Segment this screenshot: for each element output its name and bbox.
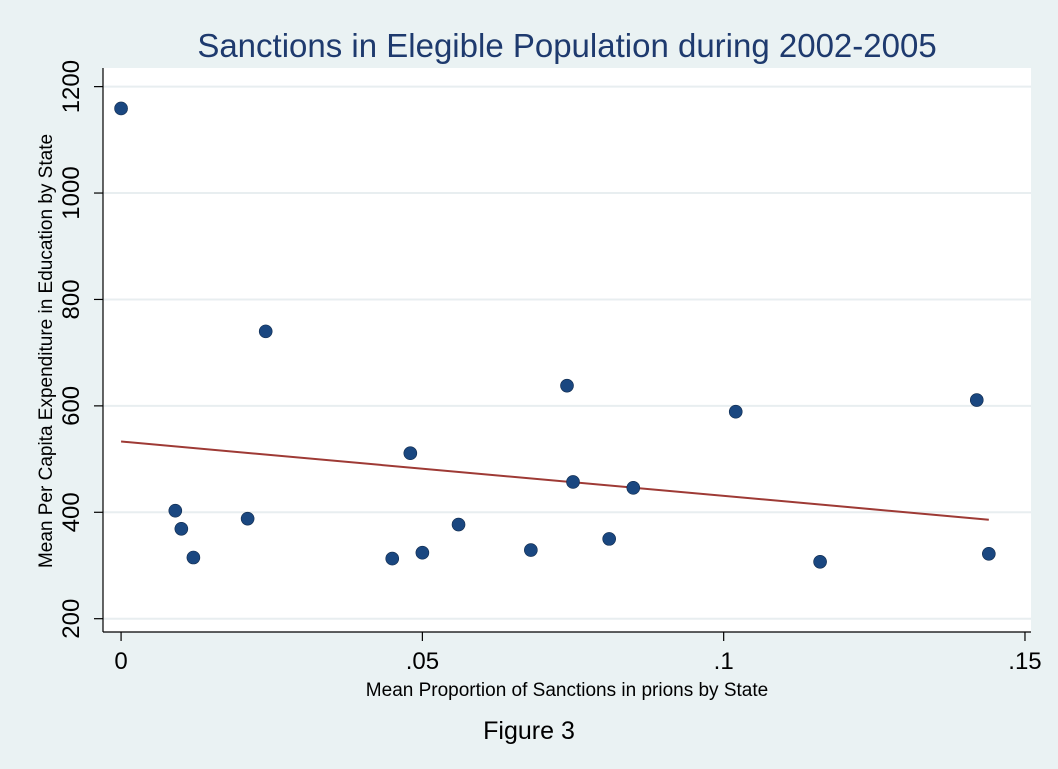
scatter-point (566, 475, 580, 489)
axes (102, 68, 1031, 633)
scatter-point (524, 543, 538, 557)
scatter-point (403, 446, 418, 461)
scatter-point (969, 393, 984, 407)
scatter-point (626, 481, 641, 495)
scatter-point (114, 101, 128, 116)
scatter-point (415, 545, 430, 560)
scatter-point (258, 324, 273, 339)
scatter-point (602, 532, 616, 546)
scatter-point (728, 404, 743, 419)
scatter-point (813, 554, 827, 569)
x-axis-label: Mean Proportion of Sanctions in prions b… (366, 680, 768, 701)
y-tick-label: 1200 (58, 60, 85, 113)
scatter-point (168, 503, 183, 518)
axis-ticks: 200 400 600 800 1000 1200 0 .05 .1 .15 (58, 60, 1042, 675)
fit-line (120, 440, 989, 521)
y-tick-label: 400 (58, 492, 85, 532)
scatter-point (982, 546, 996, 561)
y-axis-label: Mean Per Capita Expenditure in Education… (36, 134, 57, 568)
scatter-point (560, 378, 574, 393)
scatter-point (174, 521, 189, 536)
x-tick-label: .05 (406, 648, 439, 675)
scatter-point (385, 551, 400, 566)
x-tick-label: .15 (1008, 648, 1041, 675)
scatter-point (240, 511, 255, 526)
scatter-point (186, 550, 201, 565)
data-points (114, 101, 996, 569)
fit-line-group (120, 440, 989, 521)
x-tick-label: 0 (114, 648, 127, 675)
chart-title: Sanctions in Elegible Population during … (197, 27, 936, 64)
y-tick-label: 600 (58, 386, 85, 426)
plot-area (103, 68, 1031, 632)
gridlines (103, 85, 1031, 620)
scatter-point (451, 517, 466, 532)
y-tick-label: 800 (58, 279, 85, 319)
x-tick-label: .1 (714, 648, 734, 675)
figure-caption: Figure 3 (483, 717, 575, 745)
y-tick-label: 200 (58, 599, 85, 639)
y-tick-label: 1000 (58, 166, 85, 219)
